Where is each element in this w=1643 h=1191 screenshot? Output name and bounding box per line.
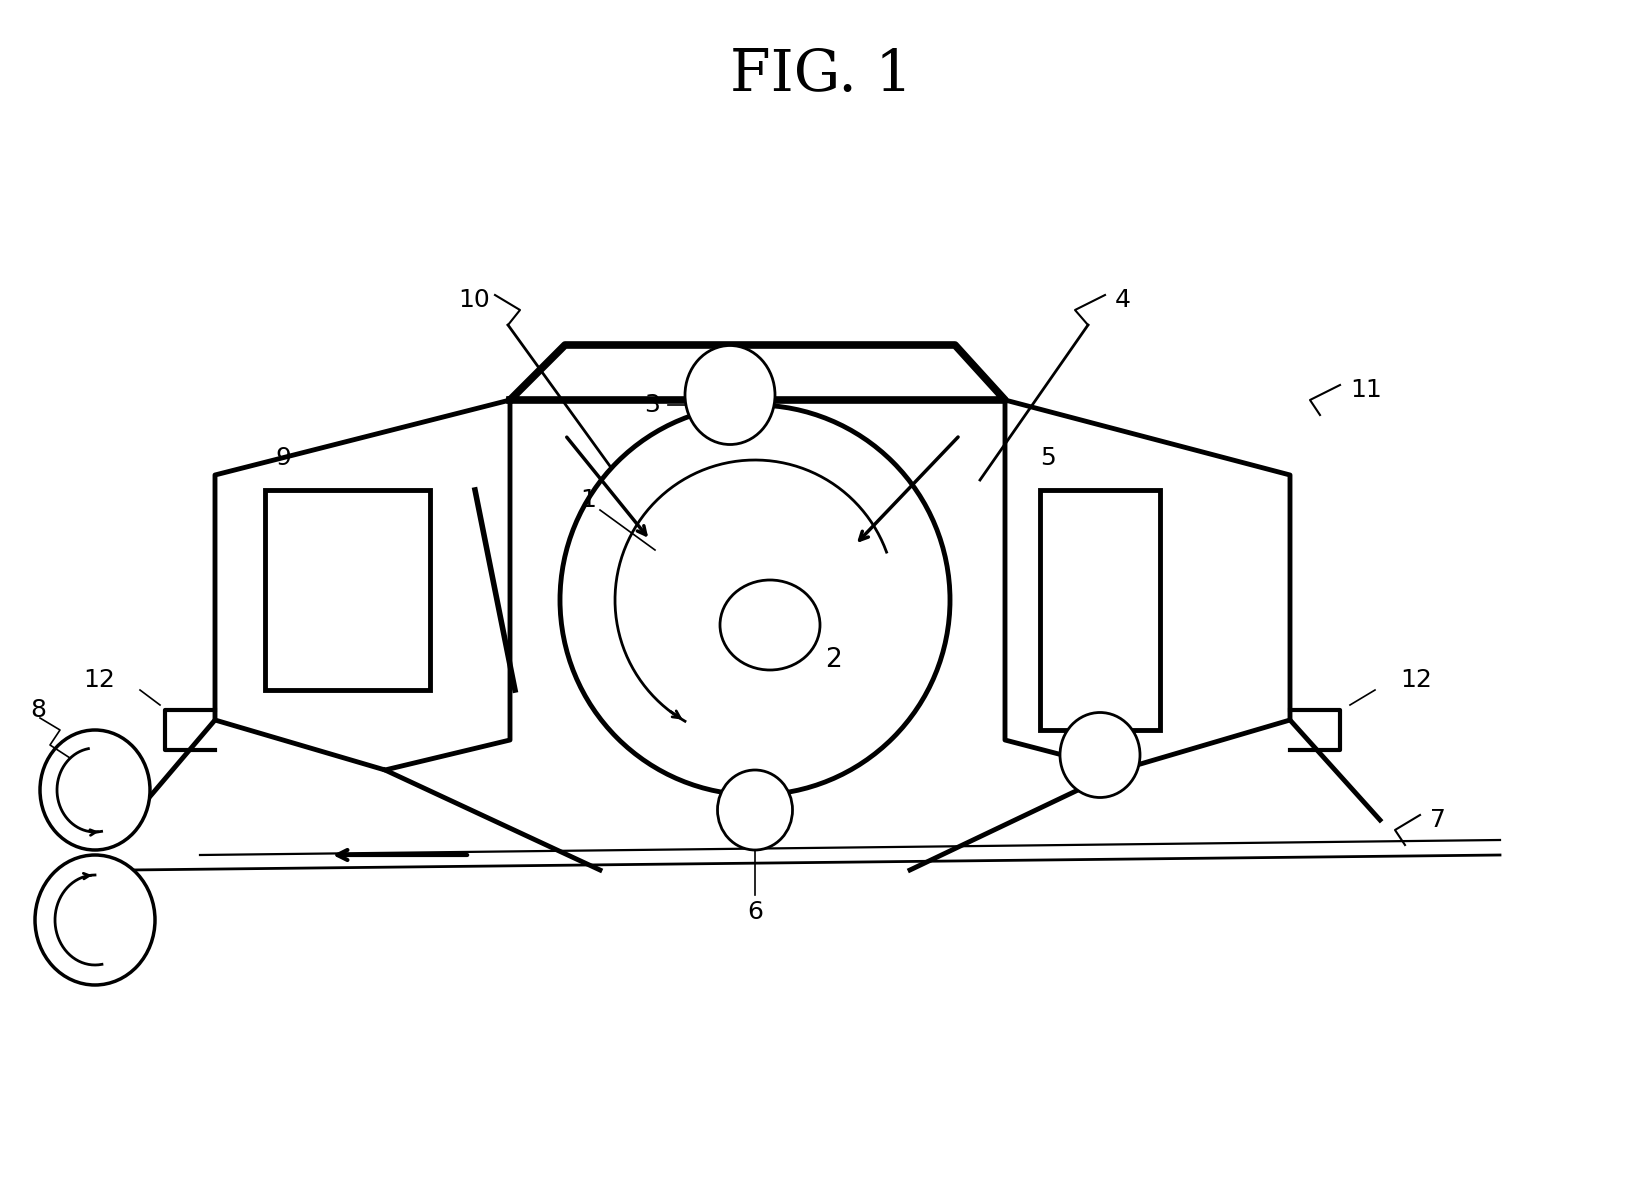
Polygon shape bbox=[1006, 400, 1290, 771]
Ellipse shape bbox=[718, 771, 792, 850]
Text: 5: 5 bbox=[1040, 445, 1056, 470]
Ellipse shape bbox=[35, 855, 154, 985]
Text: FIG. 1: FIG. 1 bbox=[729, 46, 912, 102]
Bar bbox=[265, 490, 430, 690]
Text: 11: 11 bbox=[1351, 378, 1382, 403]
Text: 4: 4 bbox=[1116, 288, 1130, 312]
Circle shape bbox=[560, 405, 950, 796]
Text: 3: 3 bbox=[644, 393, 660, 417]
Text: 12: 12 bbox=[84, 668, 115, 692]
Text: 6: 6 bbox=[748, 900, 762, 924]
Polygon shape bbox=[509, 345, 1006, 400]
Text: 2: 2 bbox=[825, 647, 841, 673]
Ellipse shape bbox=[1060, 712, 1140, 798]
Text: 9: 9 bbox=[274, 445, 291, 470]
Ellipse shape bbox=[685, 345, 775, 444]
Text: 1: 1 bbox=[580, 488, 596, 512]
Polygon shape bbox=[215, 400, 509, 771]
Text: 7: 7 bbox=[1429, 807, 1446, 833]
Ellipse shape bbox=[720, 580, 820, 671]
Text: 8: 8 bbox=[30, 698, 46, 722]
Ellipse shape bbox=[39, 730, 150, 850]
Text: 12: 12 bbox=[1400, 668, 1433, 692]
Bar bbox=[1040, 490, 1160, 730]
Text: 10: 10 bbox=[458, 288, 490, 312]
